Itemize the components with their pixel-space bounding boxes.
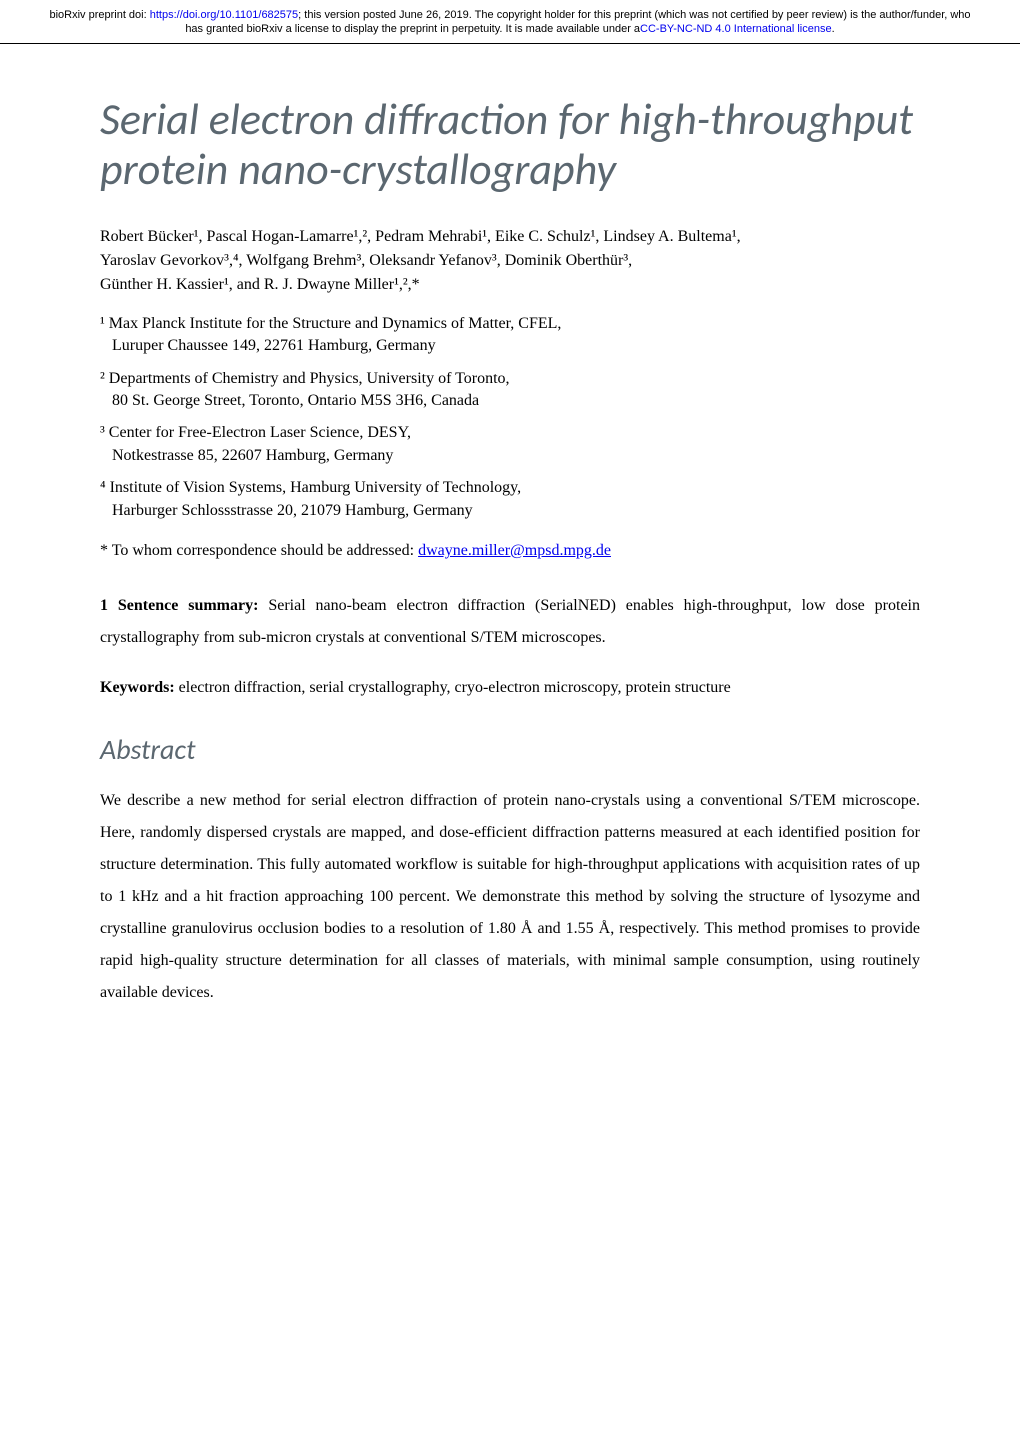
- correspondence-line: * To whom correspondence should be addre…: [100, 542, 920, 560]
- affiliation-name: Max Planck Institute for the Structure a…: [109, 315, 562, 332]
- sentence-summary: 1 Sentence summary: Serial nano-beam ele…: [100, 590, 920, 654]
- keywords-label: Keywords:: [100, 679, 175, 696]
- paper-title: Serial electron diffraction for high-thr…: [100, 94, 920, 195]
- authors-block: Robert Bücker¹, Pascal Hogan-Lamarre¹,²,…: [100, 225, 920, 297]
- affiliation-address: Harburger Schlossstrasse 20, 21079 Hambu…: [100, 502, 473, 519]
- license-link[interactable]: CC-BY-NC-ND 4.0 International license: [640, 23, 832, 35]
- affiliation-num: ³: [100, 424, 105, 441]
- preprint-header-notice: bioRxiv preprint doi: https://doi.org/10…: [0, 0, 1020, 41]
- keywords-text: electron diffraction, serial crystallogr…: [175, 679, 731, 696]
- affiliation-name: Institute of Vision Systems, Hamburg Uni…: [110, 479, 522, 496]
- summary-label: 1 Sentence summary:: [100, 597, 258, 614]
- affiliation-1: ¹ Max Planck Institute for the Structure…: [100, 313, 920, 358]
- affiliation-num: ²: [100, 370, 105, 387]
- abstract-body: We describe a new method for serial elec…: [100, 785, 920, 1009]
- authors-line-3: Günther H. Kassier¹, and R. J. Dwayne Mi…: [100, 276, 420, 293]
- authors-line-1: Robert Bücker¹, Pascal Hogan-Lamarre¹,²,…: [100, 228, 741, 245]
- notice-suffix: .: [832, 23, 835, 35]
- affiliation-name: Center for Free-Electron Laser Science, …: [109, 424, 411, 441]
- correspondence-prefix: * To whom correspondence should be addre…: [100, 542, 418, 559]
- notice-prefix: bioRxiv preprint doi:: [49, 9, 149, 21]
- paper-content: Serial electron diffraction for high-thr…: [0, 44, 1020, 1069]
- keywords-line: Keywords: electron diffraction, serial c…: [100, 679, 920, 697]
- abstract-heading: Abstract: [100, 732, 920, 767]
- affiliation-3: ³ Center for Free-Electron Laser Science…: [100, 422, 920, 467]
- affiliation-address: Notkestrasse 85, 22607 Hamburg, Germany: [100, 447, 393, 464]
- affiliation-num: ¹: [100, 315, 105, 332]
- affiliation-address: Luruper Chaussee 149, 22761 Hamburg, Ger…: [100, 337, 436, 354]
- doi-link[interactable]: https://doi.org/10.1101/682575: [150, 9, 298, 21]
- affiliation-address: 80 St. George Street, Toronto, Ontario M…: [100, 392, 479, 409]
- affiliation-name: Departments of Chemistry and Physics, Un…: [109, 370, 510, 387]
- correspondence-email[interactable]: dwayne.miller@mpsd.mpg.de: [418, 542, 611, 559]
- affiliation-4: ⁴ Institute of Vision Systems, Hamburg U…: [100, 477, 920, 522]
- notice-middle: ; this version posted June 26, 2019. The…: [185, 9, 970, 35]
- affiliation-2: ² Departments of Chemistry and Physics, …: [100, 368, 920, 413]
- authors-line-2: Yaroslav Gevorkov³,⁴, Wolfgang Brehm³, O…: [100, 252, 632, 269]
- affiliation-num: ⁴: [100, 479, 106, 496]
